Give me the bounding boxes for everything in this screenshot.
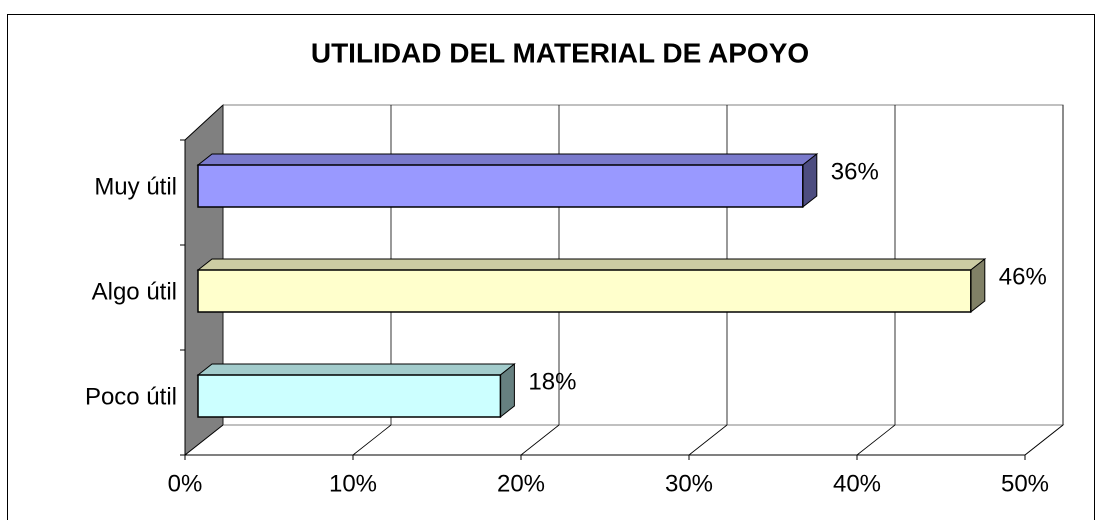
category-label: Algo útil xyxy=(92,278,177,305)
bar xyxy=(197,164,804,208)
chart-title: UTILIDAD DEL MATERIAL DE APOYO xyxy=(311,37,809,68)
x-tick-label: 50% xyxy=(1001,470,1049,497)
bar-top xyxy=(196,258,987,271)
grid-line xyxy=(856,424,896,456)
bar-top xyxy=(196,363,516,376)
x-tick-label: 30% xyxy=(665,470,713,497)
grid-line xyxy=(184,424,224,456)
category-label: Muy útil xyxy=(94,173,177,200)
bar xyxy=(197,269,972,313)
bar xyxy=(197,374,502,418)
grid-line xyxy=(1024,424,1064,456)
grid-line xyxy=(352,424,392,456)
x-tick-label: 0% xyxy=(168,470,203,497)
grid-line xyxy=(520,424,560,456)
bar-top xyxy=(196,153,819,166)
value-label: 18% xyxy=(528,368,576,395)
floor xyxy=(183,424,1065,456)
x-tick-label: 20% xyxy=(497,470,545,497)
x-tick-label: 10% xyxy=(329,470,377,497)
category-label: Poco útil xyxy=(85,383,177,410)
value-label: 46% xyxy=(999,263,1047,290)
grid-line xyxy=(688,424,728,456)
value-label: 36% xyxy=(831,158,879,185)
x-tick-label: 40% xyxy=(833,470,881,497)
